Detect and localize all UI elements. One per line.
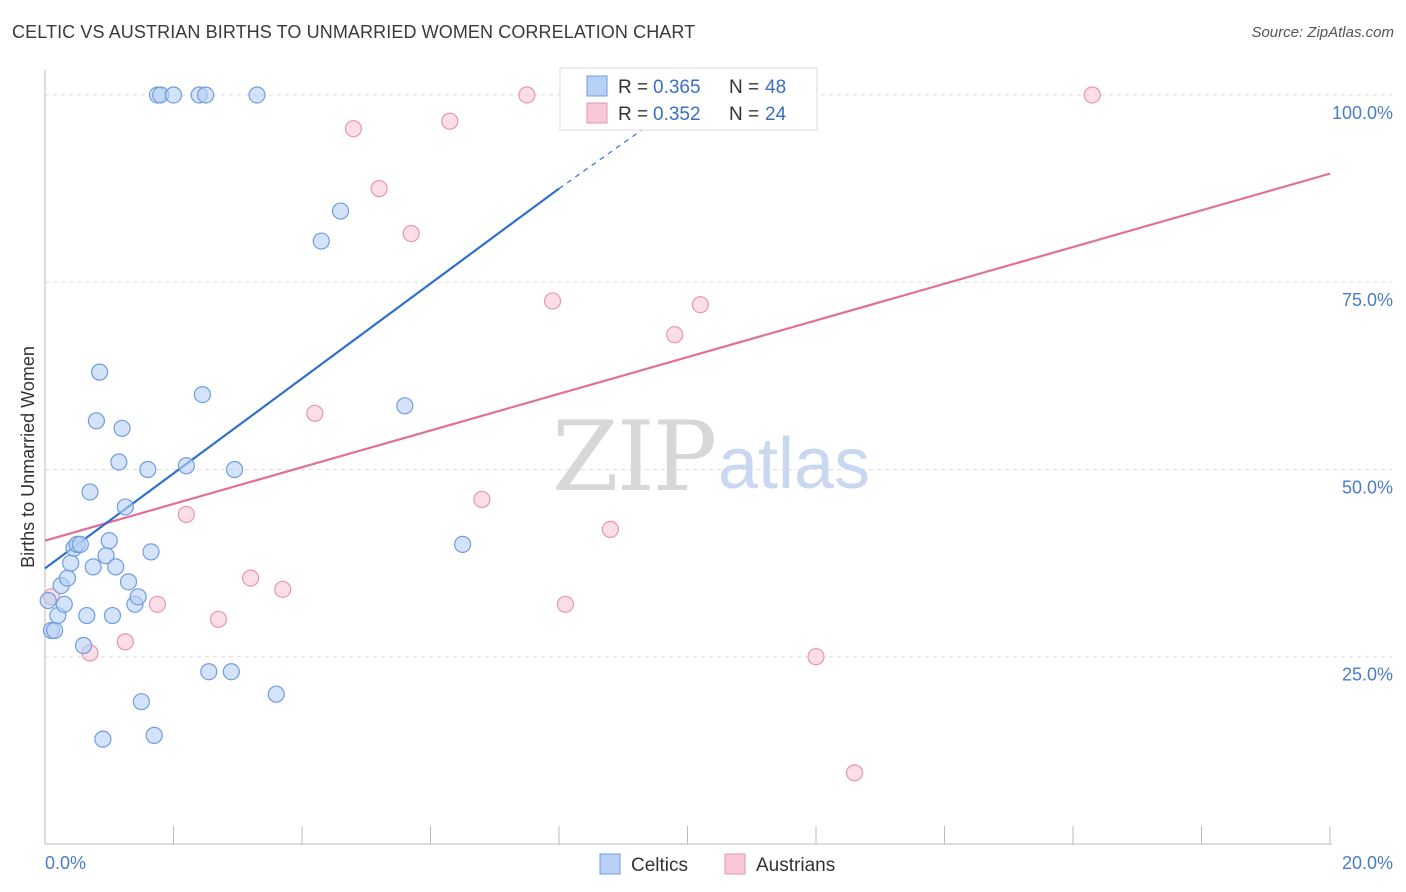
celtics-point bbox=[107, 558, 125, 576]
celtics-point bbox=[197, 86, 215, 104]
celtics-point bbox=[145, 726, 163, 744]
celtics-point bbox=[100, 532, 118, 550]
gridlines bbox=[45, 94, 1392, 658]
austrians-point bbox=[666, 326, 684, 344]
y-tick-label: 50.0% bbox=[1342, 477, 1393, 497]
celtics-point bbox=[78, 606, 96, 625]
celtics-point bbox=[74, 636, 93, 655]
source-credit: Source: ZipAtlas.com bbox=[1251, 24, 1394, 41]
celtics-n-label: N = bbox=[729, 77, 759, 98]
celtics-point bbox=[113, 419, 131, 437]
celtics-point bbox=[312, 232, 330, 250]
austrians-point bbox=[691, 296, 709, 314]
austrians-point bbox=[601, 520, 620, 539]
x-tick-label-min: 0.0% bbox=[45, 853, 86, 873]
celtics-n-value: 48 bbox=[765, 77, 786, 98]
austrians-point bbox=[306, 404, 324, 422]
celtics-point bbox=[116, 498, 134, 516]
celtics-point bbox=[71, 535, 89, 553]
stats-legend: R = 0.365 N = 48 R = 0.352 N = 24 bbox=[559, 67, 818, 131]
austrians-n-value: 24 bbox=[765, 104, 787, 125]
celtics-r-label: R = bbox=[618, 77, 648, 98]
celtics-point bbox=[55, 595, 73, 613]
austrians-point bbox=[344, 120, 362, 138]
austrians-point bbox=[543, 292, 562, 310]
y-tick-label: 100.0% bbox=[1332, 103, 1393, 123]
celtics-legend-swatch bbox=[586, 75, 608, 97]
celtics-point bbox=[132, 693, 150, 711]
watermark: ZIP atlas bbox=[552, 401, 870, 513]
celtics-r-value: 0.365 bbox=[653, 77, 701, 98]
austrians-point bbox=[556, 595, 575, 613]
watermark-atlas: atlas bbox=[718, 424, 870, 504]
celtics-point bbox=[267, 685, 285, 703]
y-axis-label: Births to Unmarried Women bbox=[18, 346, 38, 568]
celtics-point bbox=[200, 663, 218, 681]
austrians-point bbox=[807, 648, 825, 666]
celtics-point bbox=[396, 397, 414, 415]
austrians-r-label: R = bbox=[618, 104, 648, 125]
celtics-point bbox=[84, 558, 102, 576]
austrians-point bbox=[473, 490, 491, 509]
celtics-series-label: Celtics bbox=[631, 855, 688, 876]
austrians-series-swatch bbox=[724, 853, 746, 875]
celtics-trend-extension bbox=[558, 124, 650, 190]
x-tick-label-max: 20.0% bbox=[1342, 853, 1393, 873]
austrians-r-value: 0.352 bbox=[653, 104, 701, 125]
austrians-point bbox=[274, 580, 292, 598]
celtics-point bbox=[129, 588, 147, 606]
celtics-point bbox=[62, 554, 80, 572]
x-ticks bbox=[44, 826, 1331, 844]
austrians-trend-line bbox=[44, 172, 1331, 542]
austrians-point bbox=[518, 86, 536, 104]
celtics-point bbox=[39, 591, 57, 610]
austrians-point bbox=[116, 633, 134, 651]
austrians-point bbox=[1083, 86, 1101, 104]
series-legend: Celtics Austrians bbox=[599, 853, 835, 876]
celtics-points bbox=[39, 86, 472, 748]
austrians-point bbox=[209, 610, 228, 628]
celtics-point bbox=[177, 457, 195, 475]
chart-title: CELTIC VS AUSTRIAN BIRTHS TO UNMARRIED W… bbox=[12, 22, 696, 42]
celtics-point bbox=[91, 363, 109, 381]
y-tick-labels: 25.0% 50.0% 75.0% 100.0% bbox=[1332, 103, 1393, 685]
austrians-point bbox=[441, 112, 459, 130]
celtics-point bbox=[164, 86, 183, 104]
celtics-point bbox=[139, 460, 157, 479]
celtics-point bbox=[119, 573, 138, 591]
watermark-zip: ZIP bbox=[552, 401, 715, 513]
celtics-point bbox=[193, 385, 212, 404]
austrians-point bbox=[177, 505, 195, 524]
austrians-point bbox=[148, 595, 167, 613]
y-tick-label: 75.0% bbox=[1342, 290, 1393, 310]
celtics-point bbox=[81, 483, 99, 501]
celtics-point bbox=[110, 453, 128, 471]
celtics-point bbox=[222, 663, 240, 681]
celtics-point bbox=[248, 86, 266, 104]
celtics-point bbox=[46, 621, 64, 640]
austrians-series-label: Austrians bbox=[756, 855, 835, 876]
celtics-series-swatch bbox=[599, 853, 621, 875]
austrians-point bbox=[402, 224, 420, 243]
austrians-legend-swatch bbox=[586, 102, 608, 124]
celtics-point bbox=[142, 543, 160, 561]
celtics-point bbox=[331, 202, 350, 220]
celtics-point bbox=[103, 606, 122, 625]
austrians-point bbox=[370, 180, 388, 198]
celtics-point bbox=[454, 535, 472, 553]
axes bbox=[44, 70, 1332, 845]
celtics-point bbox=[87, 412, 106, 430]
celtics-point bbox=[58, 569, 77, 587]
austrians-point bbox=[242, 569, 260, 587]
celtics-point bbox=[94, 730, 112, 748]
austrians-n-label: N = bbox=[729, 104, 759, 125]
austrians-point bbox=[845, 764, 864, 782]
y-tick-label: 25.0% bbox=[1342, 665, 1393, 685]
celtics-point bbox=[225, 460, 244, 479]
